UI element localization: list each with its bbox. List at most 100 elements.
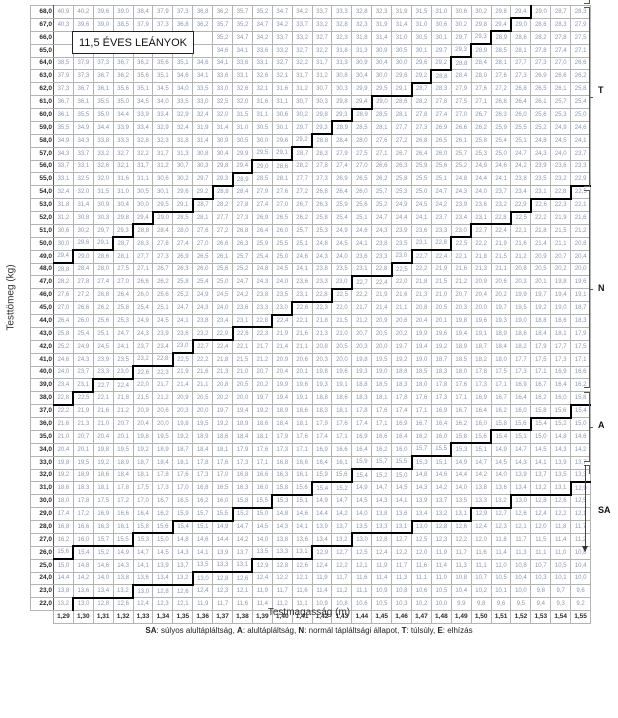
bmi-cell: 34,4 [112,108,134,122]
bmi-cell: 24,6 [53,352,74,367]
bmi-cell: 23,0 [331,275,353,290]
bmi-cell: 22,8 [311,288,333,303]
bmi-cell: 21,4 [371,301,393,315]
bmi-cell: 18,6 [291,404,313,418]
bmi-cell: 14,9 [311,494,333,509]
bmi-cell: 31,1 [251,108,273,122]
bmi-cell: 39,6 [72,17,94,32]
bmi-cell: 23,9 [92,352,114,367]
bmi-cell: 27,9 [251,185,273,200]
bmi-cell: 20,4 [132,417,154,431]
bmi-cell: 28,7 [112,236,134,251]
bmi-cell: 27,2 [291,185,313,200]
bmi-cell: 17,6 [251,442,273,457]
bmi-cell: 19,1 [291,391,313,406]
bmi-cell: 14,9 [351,481,373,496]
bmi-cell: 14,7 [132,545,154,560]
bmi-cell: 33,7 [72,146,94,161]
bmi-cell: 27,1 [470,95,492,109]
bmi-cell: 25,3 [391,185,413,200]
bmi-cell: 28,8 [132,223,154,238]
bmi-cell: 32,1 [271,69,293,84]
bmi-cell: 28,1 [391,108,413,122]
bmi-cell: 30,8 [331,69,353,84]
bmi-cell: 27,0 [271,198,293,212]
bmi-cell: 27,5 [351,146,373,161]
bmi-cell: 34,3 [53,146,74,161]
bmi-cell: 21,8 [311,314,333,328]
bmi-cell: 29,4 [53,249,74,264]
bmi-cell: 17,5 [530,352,552,367]
bmi-cell: 30,5 [232,133,253,148]
bmi-cell: 20,2 [251,378,273,393]
bmi-cell: 29,6 [172,185,194,200]
bmi-cell: 24,9 [72,339,94,354]
bmi-cell: 15,2 [371,468,393,483]
bmi-cell: 24,5 [331,236,353,251]
bracket-tick [589,97,593,98]
bmi-cell: 25,9 [411,159,432,174]
bmi-cell: 14,8 [550,429,572,444]
bmi-cell: 31,4 [371,30,393,45]
weight-label: 30,0 [30,494,54,509]
bmi-cell: 17,1 [331,429,353,444]
bracket-a [584,392,593,462]
bmi-cell: 31,1 [132,172,154,187]
bmi-cell: 12,4 [311,558,333,573]
bmi-cell: 25,7 [291,223,313,238]
bmi-cell: 21,0 [92,417,114,431]
bmi-cell: 19,4 [232,404,253,418]
bmi-cell: 21,6 [450,262,472,277]
bmi-cell: 21,8 [212,352,234,367]
bmi-cell: 21,5 [232,352,253,367]
bmi-cell: 39,0 [112,5,134,19]
bmi-cell: 13,9 [510,468,532,483]
bmi-cell: 27,0 [112,275,134,290]
bmi-cell: 15,1 [430,455,452,470]
bmi-cell: 23,0 [271,301,293,315]
bmi-cell: 22,5 [390,262,413,277]
bmi-cell: 17,3 [550,352,572,367]
weight-label: 42,0 [30,339,54,354]
bmi-cell: 25,3 [311,223,333,238]
bmi-cell: 31,6 [112,172,134,187]
bmi-cell: 18,9 [232,417,253,431]
bmi-cell: 20,0 [152,417,174,431]
bmi-cell: 29,5 [371,82,393,97]
bmi-cell: 17,3 [470,378,492,393]
bmi-cell: 31,9 [192,120,214,135]
bmi-cell: 13,7 [530,468,552,483]
bmi-cell: 34,1 [192,69,214,84]
table-row: 61,0 36,7 36,1 35,5 35,0 34,5 34,0 33,5 33,0 32,5… [30,94,592,109]
bmi-cell: 29,3 [212,172,234,187]
bmi-cell: 16,4 [550,378,572,393]
bmi-cell: 19,4 [411,339,432,354]
bmi-cell: 31,4 [72,198,94,212]
bmi-cell: 13,3 [371,520,393,534]
bmi-cell: 22,3 [550,197,572,212]
bmi-cell: 10,6 [411,584,432,599]
bmi-cell: 31,6 [251,95,273,109]
bmi-cell: 11,4 [371,571,393,586]
bmi-cell: 14,7 [470,455,492,470]
bmi-cell: 13,4 [510,481,532,496]
bmi-cell: 18,4 [530,326,552,341]
bmi-cell: 20,0 [232,391,253,406]
bmi-cell: 23,2 [490,198,512,212]
bmi-cell: 15,0 [391,468,413,483]
bmi-cell: 22,0 [132,378,154,393]
weight-label: 31,0 [30,481,54,496]
bmi-cell: 18,0 [490,352,512,367]
bmi-cell: 26,5 [351,172,373,187]
table-row: 35,0 21,0 20,7 20,4 20,1 19,8 19,5 19,2 18,9 18,6… [30,429,592,444]
bmi-cell: 21,2 [251,352,273,367]
bmi-cell: 32,2 [132,146,154,161]
bmi-cell: 16,0 [470,417,492,431]
bmi-cell: 27,6 [490,69,512,84]
bmi-cell: 33,8 [92,133,114,148]
bmi-cell: 36,1 [92,82,114,97]
bmi-cell: 18,4 [192,442,214,457]
weight-label: 34,0 [30,442,54,457]
table-row: 62,0 37,3 36,7 36,1 35,6 35,1 34,5 34,0 33,5 33,0… [30,81,592,97]
bmi-cell: 30,7 [291,95,313,109]
